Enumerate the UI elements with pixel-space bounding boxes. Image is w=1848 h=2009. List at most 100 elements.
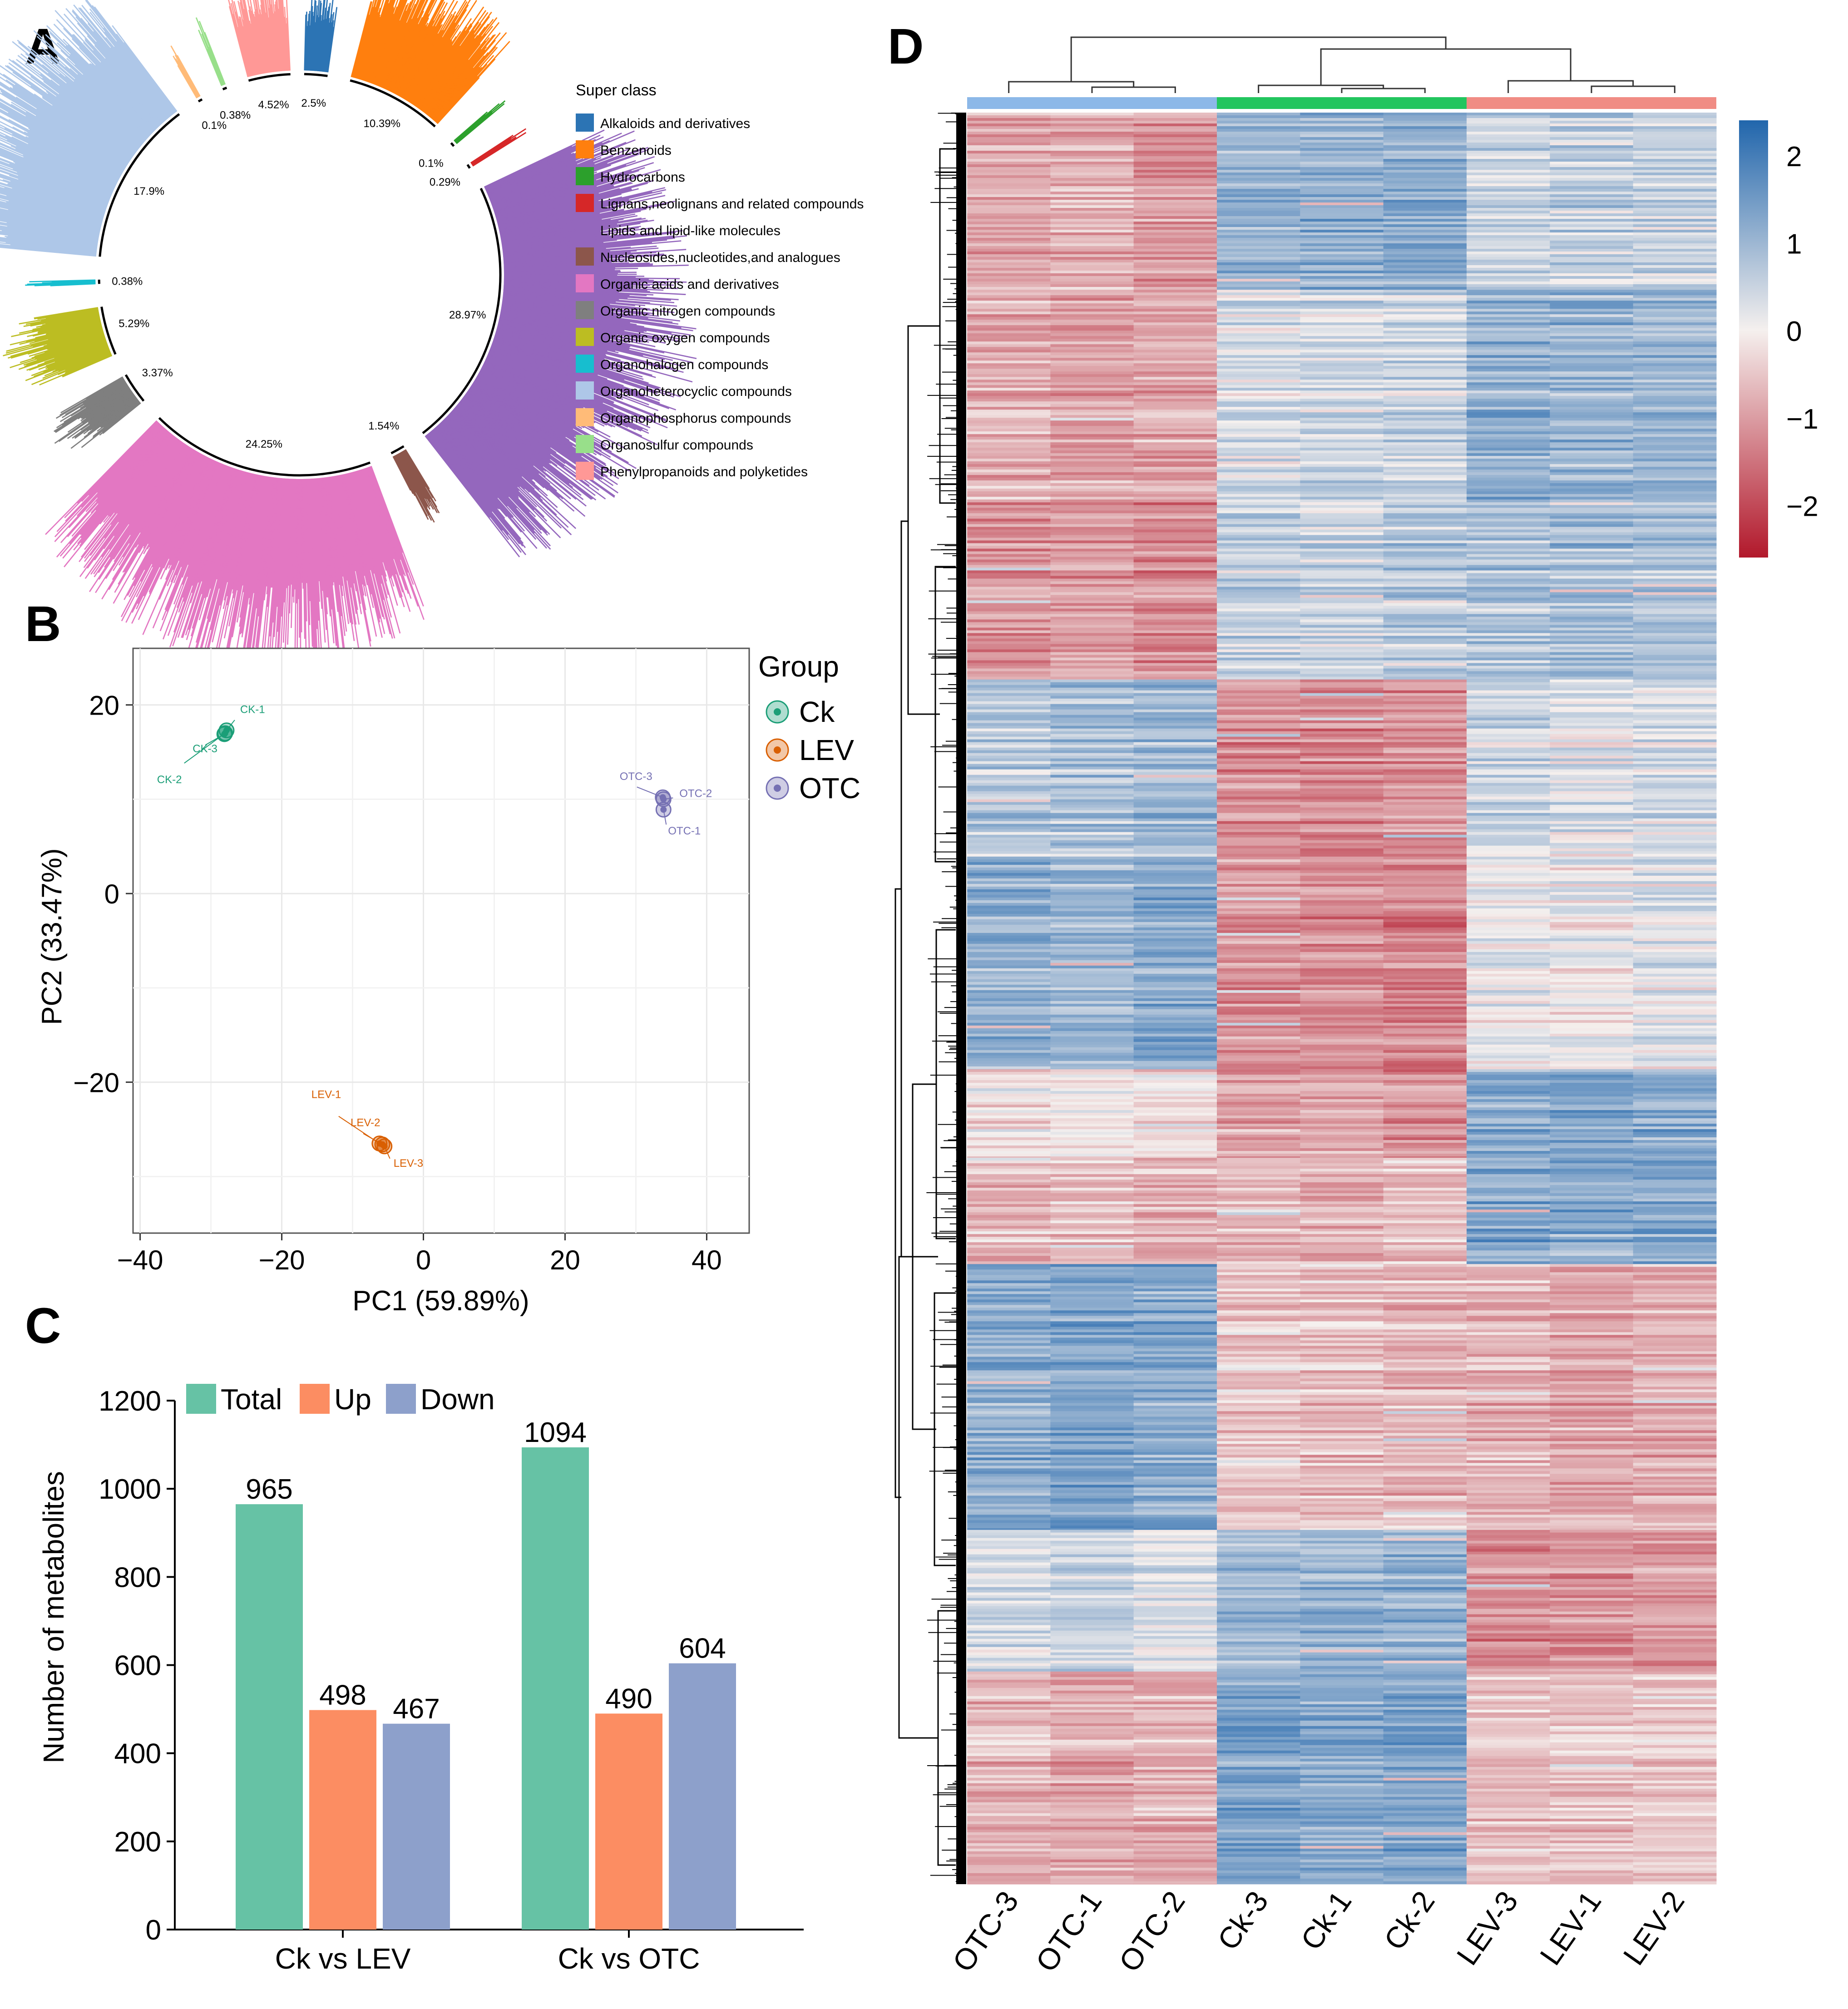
heatmap-cell bbox=[1300, 393, 1384, 396]
heatmap-cell bbox=[1467, 434, 1550, 437]
radial-bar bbox=[92, 400, 140, 438]
heatmap-cell bbox=[1467, 489, 1550, 492]
heatmap-cell bbox=[1217, 516, 1300, 519]
heatmap-cell bbox=[1050, 113, 1134, 116]
heatmap-cell bbox=[1050, 834, 1134, 838]
radial-bar bbox=[425, 22, 500, 115]
radial-bar bbox=[23, 311, 99, 327]
heatmap-cell bbox=[1550, 178, 1634, 181]
heatmap-cell bbox=[1133, 369, 1217, 372]
heatmap-cell bbox=[1550, 254, 1634, 257]
radial-bar bbox=[30, 85, 133, 158]
heatmap-cell bbox=[1133, 652, 1217, 655]
radial-bar bbox=[15, 163, 110, 201]
heatmap-cell bbox=[1050, 578, 1134, 582]
heatmap-cell bbox=[1300, 622, 1384, 625]
heatmap-cell bbox=[1217, 170, 1300, 173]
heatmap-cell bbox=[967, 657, 1051, 661]
x-axis-label: PC1 (59.89%) bbox=[352, 1285, 529, 1317]
radial-bar bbox=[190, 468, 236, 603]
heatmap-cell bbox=[1217, 486, 1300, 489]
radial-bar bbox=[277, 479, 288, 632]
heatmap-cell bbox=[1300, 388, 1384, 391]
heatmap-cell bbox=[1217, 508, 1300, 511]
radial-bar bbox=[336, 475, 362, 614]
radial-bar bbox=[265, 12, 274, 72]
heatmap-cell bbox=[967, 516, 1051, 519]
heatmap-cell bbox=[1383, 772, 1467, 775]
heatmap-cell bbox=[1467, 197, 1550, 200]
heatmap-cell bbox=[1217, 633, 1300, 636]
radial-bar bbox=[207, 472, 247, 619]
heatmap-cell bbox=[1133, 331, 1217, 334]
heatmap-cell bbox=[1133, 374, 1217, 377]
heatmap-cell bbox=[1383, 562, 1467, 565]
heatmap-cell bbox=[1633, 734, 1717, 737]
radial-bar bbox=[434, 427, 514, 518]
radial-bar bbox=[312, 5, 318, 71]
heatmap-cell bbox=[1633, 194, 1717, 197]
heatmap-cell bbox=[1383, 568, 1467, 571]
heatmap-cell bbox=[1550, 546, 1634, 549]
heatmap-cell bbox=[1050, 369, 1134, 372]
legend-label: Alkaloids and derivatives bbox=[600, 116, 750, 131]
heatmap-cell bbox=[967, 350, 1051, 353]
heatmap-cell bbox=[1633, 802, 1717, 805]
radial-bar bbox=[10, 145, 114, 192]
radial-bar bbox=[257, 478, 278, 654]
heatmap-cell bbox=[1550, 750, 1634, 754]
radial-bar bbox=[340, 474, 363, 585]
heatmap-cell bbox=[1217, 123, 1300, 127]
radial-bar bbox=[46, 320, 101, 335]
radial-bar bbox=[46, 332, 104, 350]
heatmap-cell bbox=[1383, 843, 1467, 846]
radial-bar bbox=[437, 77, 480, 124]
heatmap-cell bbox=[1133, 352, 1217, 355]
heatmap-cell bbox=[1383, 224, 1467, 227]
heatmap-cell bbox=[1383, 606, 1467, 609]
heatmap-cell bbox=[1467, 641, 1550, 644]
heatmap-cell bbox=[1050, 276, 1134, 279]
slice-benzenoids bbox=[351, 0, 510, 124]
radial-bar bbox=[35, 321, 101, 339]
heatmap-cell bbox=[1550, 499, 1634, 503]
heatmap-cell bbox=[967, 186, 1051, 189]
heatmap-cell bbox=[1217, 712, 1300, 716]
heatmap-cell bbox=[1050, 676, 1134, 680]
heatmap-cell bbox=[1550, 617, 1634, 620]
heatmap-cell bbox=[1550, 638, 1634, 642]
heatmap-cell bbox=[1633, 617, 1717, 620]
heatmap-cell bbox=[1217, 371, 1300, 375]
radial-bar bbox=[382, 0, 424, 89]
radial-bar bbox=[500, 312, 617, 336]
heatmap-cell bbox=[1550, 429, 1634, 432]
heatmap-cell bbox=[967, 401, 1051, 405]
legend-label: OTC bbox=[799, 772, 860, 805]
heatmap-cell bbox=[1133, 260, 1217, 263]
slice-arc bbox=[198, 98, 203, 103]
heatmap-cell bbox=[1133, 183, 1217, 187]
heatmap-cell bbox=[1633, 290, 1717, 293]
radial-bar bbox=[84, 380, 125, 406]
radial-bar bbox=[392, 26, 428, 94]
radial-bar bbox=[37, 318, 100, 333]
heatmap-cell bbox=[1467, 666, 1550, 669]
heatmap-cell bbox=[1133, 794, 1217, 797]
heatmap-cell bbox=[1383, 805, 1467, 808]
heatmap-cell bbox=[1300, 208, 1384, 211]
radial-bar bbox=[324, 14, 333, 72]
radial-bar bbox=[175, 463, 222, 576]
heatmap-cell bbox=[1217, 796, 1300, 800]
heatmap-cell bbox=[1467, 810, 1550, 814]
radial-bar bbox=[244, 0, 260, 75]
heatmap-cell bbox=[1550, 145, 1634, 148]
heatmap-cell bbox=[967, 565, 1051, 568]
heatmap-cell bbox=[1633, 636, 1717, 639]
heatmap-cell bbox=[1217, 644, 1300, 647]
row-dendrogram-branch bbox=[898, 1256, 938, 1739]
heatmap-cell bbox=[1550, 753, 1634, 756]
heatmap-cell bbox=[1383, 205, 1467, 208]
radial-bar bbox=[34, 94, 131, 161]
heatmap-cell bbox=[1383, 439, 1467, 443]
heatmap-cell bbox=[1467, 132, 1550, 135]
